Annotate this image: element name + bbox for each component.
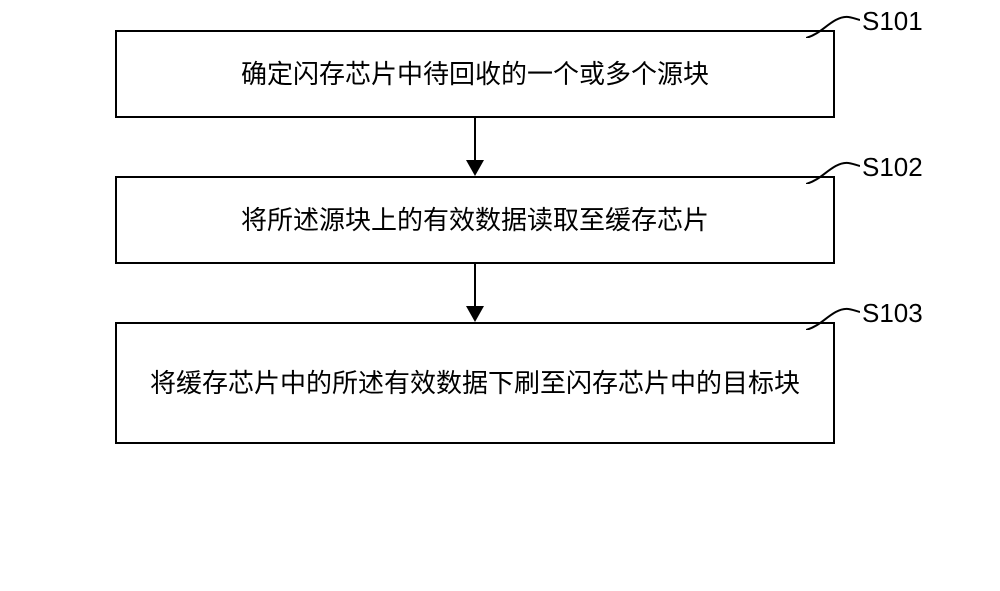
flow-node-s101: 确定闪存芯片中待回收的一个或多个源块S101 bbox=[50, 30, 950, 118]
flow-node-label: S103 bbox=[862, 298, 923, 329]
flow-node-box: 将所述源块上的有效数据读取至缓存芯片 bbox=[115, 176, 835, 264]
arrow-down-icon bbox=[466, 264, 484, 322]
flow-edge bbox=[50, 118, 950, 176]
flow-edge bbox=[50, 264, 950, 322]
flow-node-label: S102 bbox=[862, 152, 923, 183]
flow-node-label: S101 bbox=[862, 6, 923, 37]
flow-node-text: 将所述源块上的有效数据读取至缓存芯片 bbox=[241, 202, 709, 238]
flow-node-s103: 将缓存芯片中的所述有效数据下刷至闪存芯片中的目标块S103 bbox=[50, 322, 950, 444]
flow-node-text: 将缓存芯片中的所述有效数据下刷至闪存芯片中的目标块 bbox=[150, 365, 800, 401]
flow-node-text: 确定闪存芯片中待回收的一个或多个源块 bbox=[241, 56, 709, 92]
flow-node-box: 将缓存芯片中的所述有效数据下刷至闪存芯片中的目标块 bbox=[115, 322, 835, 444]
flow-node-box: 确定闪存芯片中待回收的一个或多个源块 bbox=[115, 30, 835, 118]
arrow-down-icon bbox=[466, 118, 484, 176]
flowchart-diagram: 确定闪存芯片中待回收的一个或多个源块S101 将所述源块上的有效数据读取至缓存芯片… bbox=[50, 30, 950, 444]
flow-node-s102: 将所述源块上的有效数据读取至缓存芯片S102 bbox=[50, 176, 950, 264]
